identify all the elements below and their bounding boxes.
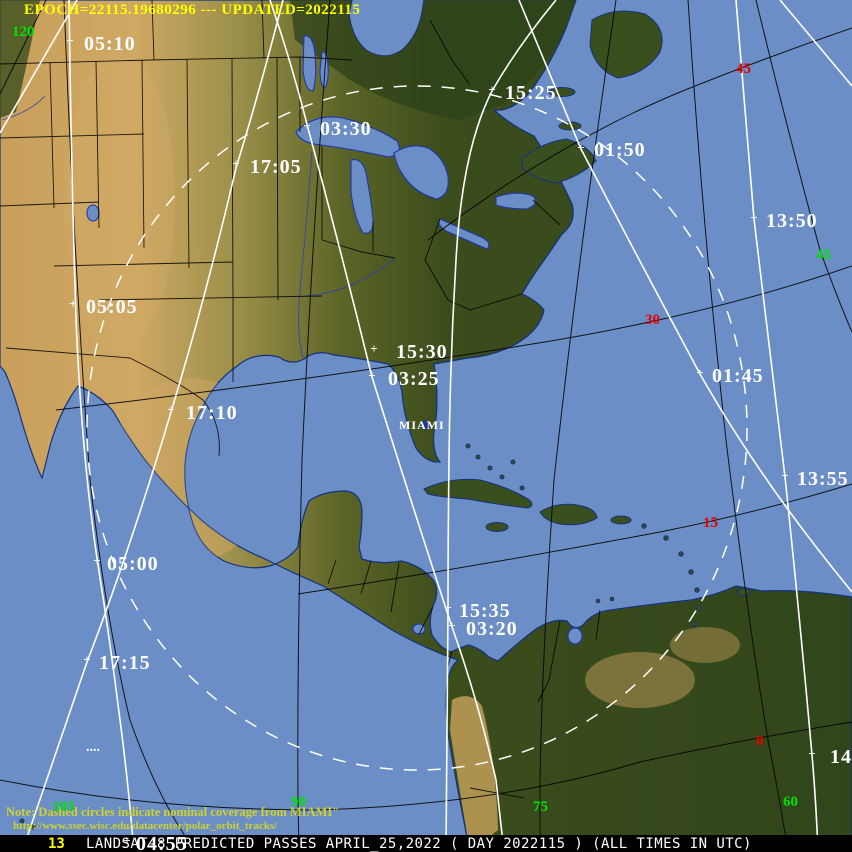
cuba-island: [423, 478, 533, 509]
ground-track-1705-1715: [21, 0, 284, 852]
note-text: Note: Dashed circles indicate nominal co…: [6, 805, 340, 819]
ground-track-0455-0510: [68, 0, 135, 852]
longitude-line-60w: [687, 0, 789, 852]
longitude-line-90w: [297, 0, 331, 852]
ground-track-0320-0330: [269, 0, 505, 852]
lake-winnipeg: [302, 35, 317, 92]
lake-huron: [393, 145, 449, 200]
lake-ontario: [495, 192, 536, 210]
epoch-header: EPOCH=22115.19680296 --- UPDATED=2022115: [24, 2, 361, 18]
latitude-line-30n: [55, 265, 852, 411]
longitude-line-120w: [0, 0, 47, 95]
rivers: [1, 95, 396, 359]
jamaica-island: [485, 522, 509, 532]
coverage-circles: [86, 85, 748, 771]
station-label: MIAMI: [399, 418, 445, 432]
longitude-line-45w: [755, 0, 852, 333]
ground-track-0145-0150: [518, 0, 852, 593]
latitude-line-45n: [427, 27, 852, 241]
mississippi-river: [298, 151, 313, 359]
longitude-line-75w: [539, 0, 617, 852]
trinidad-island: [737, 587, 751, 597]
map-title: LANDSAT-8 PREDICTED PASSES APRIL_25,2022…: [86, 836, 752, 852]
lake-maracaibo: [567, 627, 583, 645]
frame-number: 13: [48, 836, 65, 852]
anticosti-island: [548, 87, 576, 97]
ground-track-stub-northeast: [779, 0, 852, 87]
newfoundland-island: [589, 10, 663, 79]
lake-michigan: [350, 158, 374, 234]
ground-track-stub-northwest: [0, 0, 78, 134]
title-bar: 13 LANDSAT-8 PREDICTED PASSES APRIL_25,2…: [0, 835, 852, 852]
ground-track-1350-1400: [735, 0, 819, 852]
lakes: [86, 35, 583, 645]
ohio-river: [305, 257, 396, 297]
bahamas-islands: [465, 443, 525, 491]
ground-track-1525-1535: [445, 0, 557, 852]
nova-scotia: [521, 138, 597, 184]
lesser-antilles-islands: [595, 523, 702, 627]
puerto-rico-island: [610, 515, 632, 525]
note-url: http://www.ssec.wisc.edu/datacenter/pola…: [13, 820, 278, 832]
great-salt-lake: [86, 204, 100, 222]
columbia-river: [1, 95, 46, 121]
latitude-line-equator: [0, 721, 852, 811]
lake-okeechobee: [420, 420, 430, 430]
miami-coverage-circle: [86, 85, 748, 771]
hispaniola-island: [539, 503, 598, 526]
